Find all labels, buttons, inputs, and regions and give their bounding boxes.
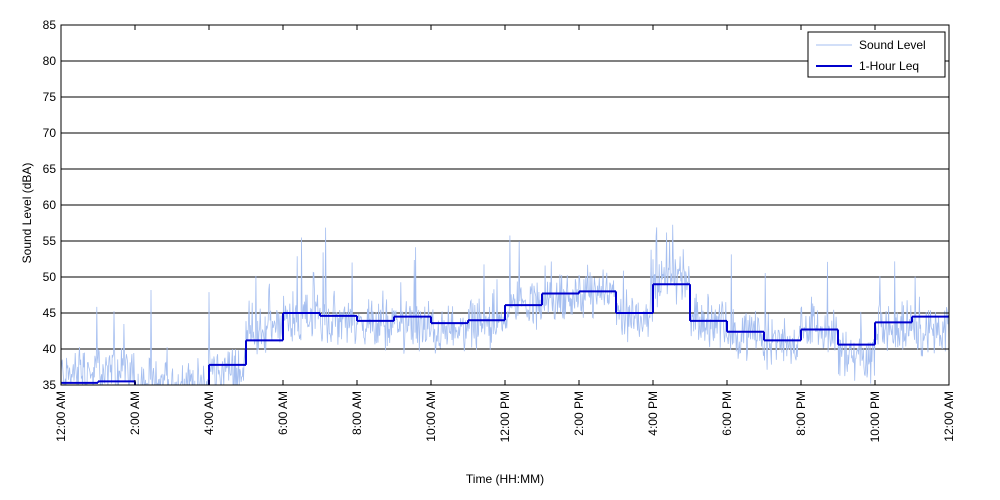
legend-label-1-hour-leq: 1-Hour Leq (859, 59, 919, 73)
y-tick-label: 35 (43, 378, 57, 392)
y-tick-label: 70 (43, 126, 57, 140)
x-axis-title: Time (HH:MM) (466, 472, 544, 486)
x-tick-label: 10:00 PM (868, 391, 882, 442)
y-tick-label: 60 (43, 198, 57, 212)
series-1-hour-leq (61, 283, 949, 385)
legend: Sound Level 1-Hour Leq (807, 31, 946, 78)
y-tick-label: 50 (43, 270, 57, 284)
y-tick-label: 75 (43, 90, 57, 104)
x-tick-label: 12:00 AM (942, 391, 956, 442)
x-tick-label: 4:00 PM (646, 391, 660, 436)
x-tick-label: 6:00 AM (276, 391, 290, 435)
y-axis-title: Sound Level (dBA) (20, 163, 34, 264)
series-sound-level-line (61, 224, 949, 385)
y-tick-label: 80 (43, 54, 57, 68)
x-tick-label: 8:00 PM (794, 391, 808, 436)
y-tick-label: 40 (43, 342, 57, 356)
x-tick-label: 2:00 PM (572, 391, 586, 436)
x-tick-label: 10:00 AM (424, 391, 438, 442)
x-tick-label: 8:00 AM (350, 391, 364, 435)
legend-box (807, 31, 946, 78)
y-tick-label: 55 (43, 234, 57, 248)
x-axis-ticks: 12:00 AM 2:00 AM 4:00 AM 6:00 AM 8:00 AM 10:0… (54, 25, 956, 442)
legend-label-sound-level: Sound Level (859, 38, 926, 52)
x-tick-label: 4:00 AM (202, 391, 216, 435)
x-tick-label: 6:00 PM (720, 391, 734, 436)
y-tick-label: 45 (43, 306, 57, 320)
x-tick-label: 12:00 AM (54, 391, 68, 442)
x-tick-label: 2:00 AM (128, 391, 142, 435)
x-tick-label: 12:00 PM (498, 391, 512, 442)
y-axis-ticks: 35 40 45 50 55 60 65 70 75 80 85 (43, 18, 949, 392)
y-tick-label: 85 (43, 18, 57, 32)
y-tick-label: 65 (43, 162, 57, 176)
plot-series (61, 224, 949, 385)
